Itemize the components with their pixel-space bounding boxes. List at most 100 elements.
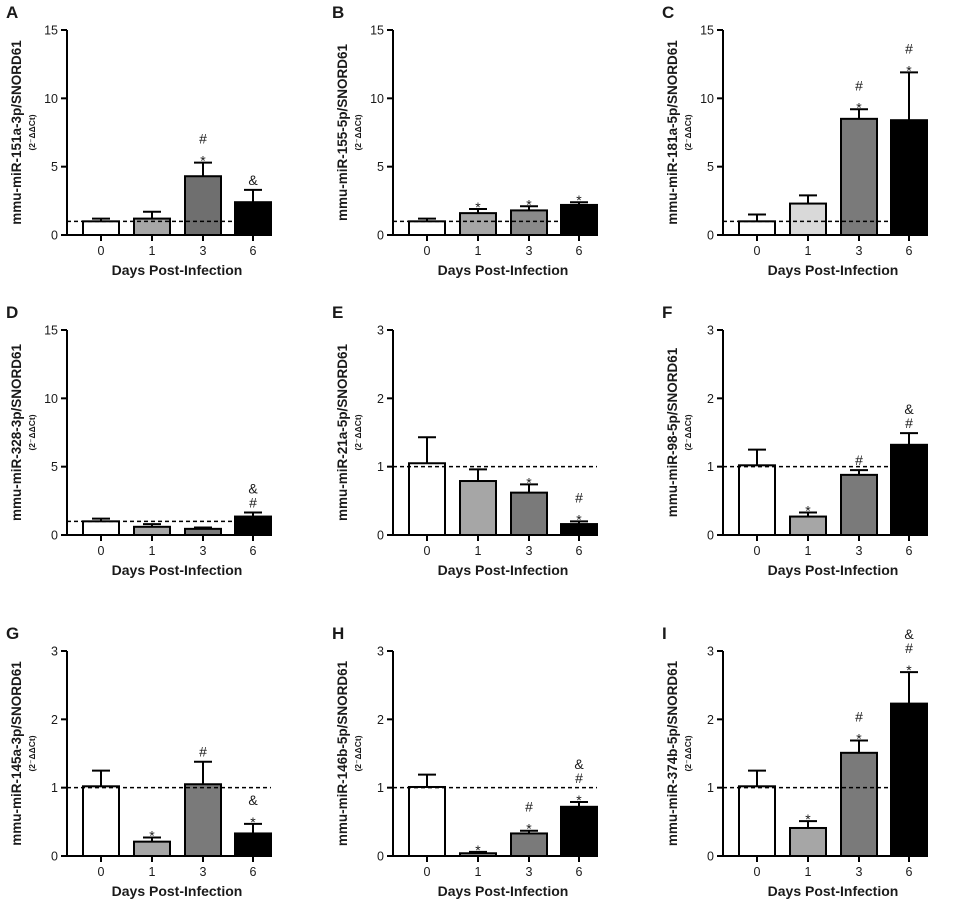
x-tick-label: 0 — [754, 544, 761, 558]
bar-day-1 — [459, 212, 497, 236]
bar-day-0 — [408, 785, 446, 858]
bar-day-1 — [789, 202, 827, 236]
significance-mark: # — [905, 415, 913, 431]
x-tick-label: 6 — [250, 244, 257, 258]
y-tick-label: 10 — [44, 92, 58, 106]
y-tick-label: 2 — [377, 392, 384, 406]
significance-mark: * — [526, 196, 532, 212]
bar-day-1 — [459, 480, 497, 536]
y-tick-label: 3 — [51, 645, 58, 659]
y-tick-label: 10 — [700, 92, 714, 106]
significance-mark: * — [856, 731, 862, 747]
x-tick-label: 3 — [526, 244, 533, 258]
y-tick-label: 2 — [707, 713, 714, 727]
y-tick-label: 1 — [51, 781, 58, 795]
bar-day-6 — [890, 119, 928, 236]
y-axis-title-group: mmu-miR-21a-5p/SNORD61 (2⁻ΔΔCt) — [335, 343, 363, 521]
y-tick-label: 3 — [377, 324, 384, 338]
y-axis-sublabel: (2⁻ΔΔCt) — [683, 414, 693, 450]
y-tick-label: 1 — [707, 781, 714, 795]
significance-mark: # — [199, 131, 207, 147]
bar-day-6 — [234, 832, 272, 858]
bar-day-0 — [738, 220, 776, 236]
y-tick-label: 1 — [707, 460, 714, 474]
x-tick-label: 1 — [475, 544, 482, 558]
y-tick-label: 5 — [51, 160, 58, 174]
significance-mark: * — [805, 502, 811, 518]
x-axis-label: Days Post-Infection — [112, 262, 243, 278]
x-tick-label: 6 — [906, 244, 913, 258]
bar-day-3 — [184, 783, 222, 857]
panel-letter: F — [662, 303, 672, 322]
panel-letter: D — [6, 303, 18, 322]
x-tick-label: 1 — [805, 244, 812, 258]
significance-mark: # — [855, 452, 863, 468]
x-tick-label: 6 — [250, 544, 257, 558]
y-tick-label: 0 — [707, 850, 714, 864]
x-tick-label: 3 — [200, 244, 207, 258]
significance-mark: * — [576, 192, 582, 208]
significance-mark: * — [906, 62, 912, 78]
y-axis-title-group: mmu-miR-98-5p/SNORD61 (2⁻ΔΔCt) — [665, 347, 693, 517]
y-axis-title-group: mmu-miR-181a-5p/SNORD61 (2⁻ΔΔCt) — [665, 40, 693, 225]
significance-mark: # — [199, 744, 207, 760]
y-axis-title-group: mmu-miR-374b-5p/SNORD61 (2⁻ΔΔCt) — [665, 660, 693, 846]
y-tick-label: 15 — [700, 24, 714, 38]
y-axis-label: mmu-miR-98-5p/SNORD61 — [665, 347, 680, 517]
bar-day-6 — [890, 443, 928, 536]
bar-day-0 — [408, 462, 446, 536]
x-tick-label: 1 — [149, 544, 156, 558]
significance-mark: # — [575, 770, 583, 786]
y-tick-label: 5 — [377, 160, 384, 174]
y-tick-label: 3 — [377, 645, 384, 659]
y-axis-title-group: mmu-miR-145a-3p/SNORD61 (2⁻ΔΔCt) — [9, 661, 37, 846]
y-axis-title-group: mmu-miR-328-3p/SNORD61 (2⁻ΔΔCt) — [9, 343, 37, 521]
y-tick-label: 0 — [377, 850, 384, 864]
bar-day-6 — [234, 515, 272, 536]
bar-day-3 — [510, 491, 548, 536]
bar-day-3 — [840, 473, 878, 537]
y-tick-label: 3 — [707, 645, 714, 659]
bar-day-0 — [738, 464, 776, 536]
x-tick-label: 1 — [149, 244, 156, 258]
significance-mark: & — [248, 792, 258, 808]
bar-day-3 — [840, 751, 878, 857]
y-tick-label: 15 — [370, 24, 384, 38]
bar-day-6 — [234, 201, 272, 236]
significance-mark: * — [250, 814, 256, 830]
x-tick-label: 0 — [98, 544, 105, 558]
x-tick-label: 1 — [475, 244, 482, 258]
significance-mark: & — [248, 480, 258, 496]
y-tick-label: 15 — [44, 24, 58, 38]
y-tick-label: 0 — [51, 229, 58, 243]
x-tick-label: 0 — [98, 244, 105, 258]
y-axis-sublabel: (2⁻ΔΔCt) — [353, 735, 363, 771]
bar-day-3 — [510, 209, 548, 236]
x-tick-label: 0 — [424, 865, 431, 879]
x-axis-label: Days Post-Infection — [438, 883, 569, 899]
significance-mark: & — [904, 401, 914, 417]
x-axis-label: Days Post-Infection — [768, 883, 899, 899]
bar-day-0 — [82, 220, 120, 236]
bar-day-1 — [789, 515, 827, 536]
significance-mark: * — [475, 199, 481, 215]
y-tick-label: 0 — [377, 229, 384, 243]
significance-mark: * — [526, 474, 532, 490]
significance-mark: * — [526, 821, 532, 837]
bar-day-3 — [510, 832, 548, 858]
y-axis-label: mmu-miR-374b-5p/SNORD61 — [665, 660, 680, 846]
significance-mark: * — [475, 842, 481, 858]
x-tick-label: 6 — [250, 865, 257, 879]
bar-day-0 — [82, 785, 120, 857]
bar-day-6 — [890, 702, 928, 857]
y-tick-label: 0 — [707, 529, 714, 543]
y-axis-sublabel: (2⁻ΔΔCt) — [27, 735, 37, 771]
y-axis-sublabel: (2⁻ΔΔCt) — [353, 114, 363, 150]
significance-mark: # — [905, 40, 913, 56]
